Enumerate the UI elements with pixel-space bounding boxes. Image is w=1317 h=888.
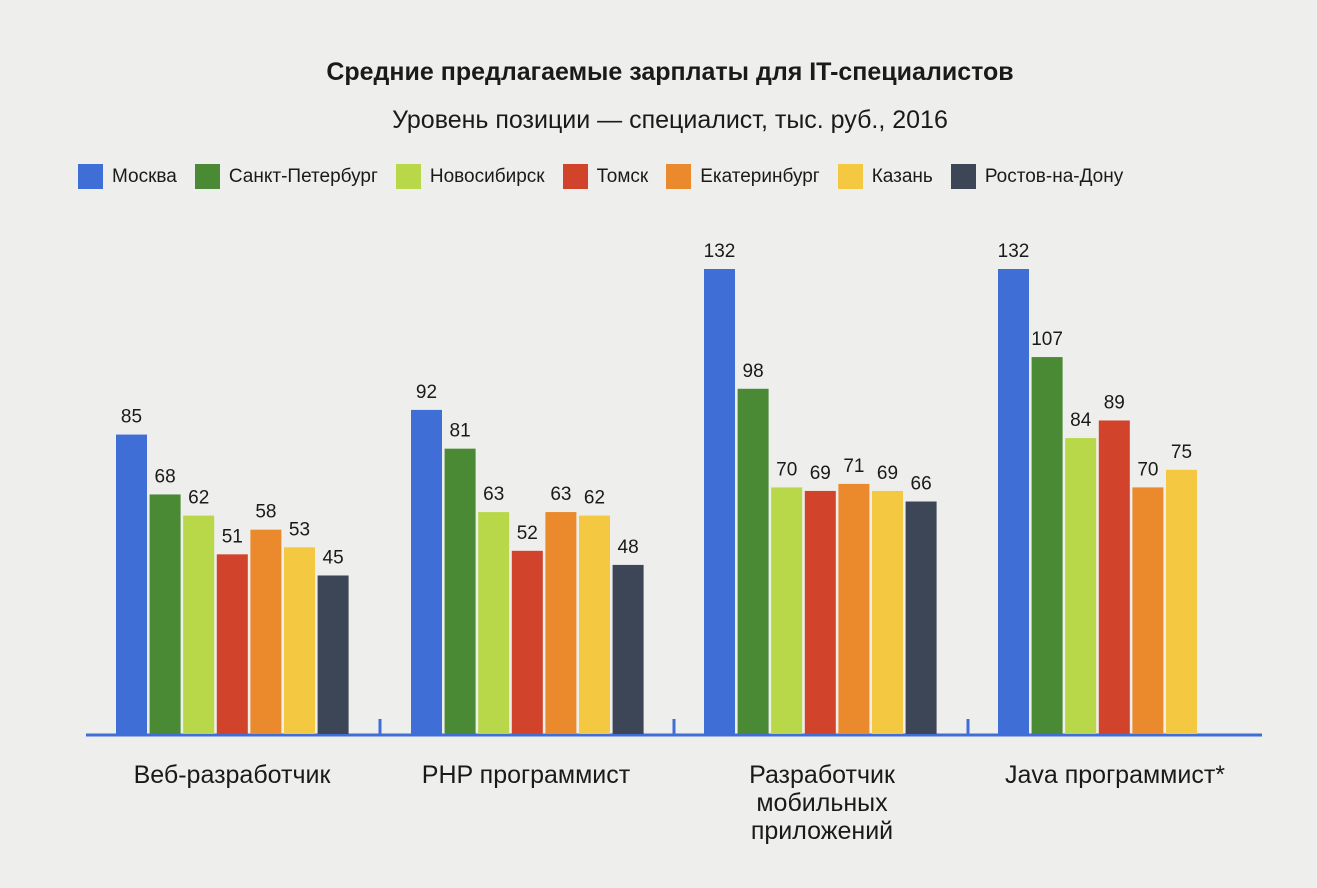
bar-value-label: 62	[188, 488, 209, 509]
bar	[116, 434, 147, 734]
bar-value-label: 70	[776, 459, 797, 480]
chart-title: Средние предлагаемые зарплаты для IT-спе…	[326, 58, 1014, 86]
bar-value-label: 68	[155, 466, 176, 487]
category-label: Разработчик	[749, 761, 896, 789]
bar	[444, 448, 476, 734]
legend-label: Санкт-Петербург	[228, 165, 378, 187]
bar	[872, 490, 903, 734]
bar	[838, 483, 870, 734]
bar-value-label: 107	[1031, 329, 1063, 350]
bar	[1065, 438, 1097, 734]
legend-swatch	[78, 164, 103, 189]
bar-value-label: 132	[998, 241, 1030, 262]
category-label: Java программист*	[1005, 761, 1225, 789]
bar-value-label: 69	[877, 463, 898, 484]
bar-value-label: 58	[255, 502, 276, 523]
legend-label: Москва	[112, 165, 177, 187]
bar	[317, 575, 349, 734]
bar	[284, 547, 315, 734]
bar	[737, 388, 769, 734]
bar-value-label: 52	[517, 523, 538, 544]
bar	[1098, 420, 1130, 734]
bar	[579, 515, 610, 734]
bar	[478, 512, 510, 734]
category-label: Веб-разработчик	[134, 761, 332, 789]
bar	[545, 512, 577, 734]
bar-value-label: 75	[1171, 442, 1192, 463]
legend-item: Москва	[78, 164, 177, 189]
bar	[149, 494, 181, 734]
bar	[216, 554, 248, 734]
bar	[804, 490, 836, 734]
bar-value-label: 98	[743, 361, 764, 382]
legend: Москва Санкт-Петербург Новосибирск Томск Ека…	[78, 164, 1123, 189]
category-label: PHP программист	[422, 761, 631, 789]
category-label: мобильных	[756, 789, 888, 817]
bar	[612, 564, 644, 734]
bar-value-label: 48	[618, 537, 639, 558]
bar-value-label: 45	[323, 547, 344, 568]
legend-item: Томск	[562, 164, 649, 189]
legend-swatch	[837, 164, 863, 189]
bar-value-label: 62	[584, 488, 605, 509]
bar-value-label: 132	[704, 241, 736, 262]
bar-value-label: 51	[222, 526, 243, 547]
bar-value-label: 92	[416, 382, 437, 403]
bar	[511, 550, 543, 734]
bar-value-label: 89	[1104, 392, 1125, 413]
bar	[771, 487, 803, 734]
legend-swatch	[950, 164, 976, 189]
legend-item: Екатеринбург	[666, 164, 820, 189]
legend-item: Санкт-Петербург	[194, 164, 378, 189]
legend-label: Томск	[596, 165, 649, 187]
bar-value-label: 63	[550, 484, 571, 505]
chart-subtitle: Уровень позиции — специалист, тыс. руб.,…	[392, 106, 948, 134]
legend-item: Новосибирск	[395, 164, 545, 189]
legend-label: Ростов-на-Дону	[984, 165, 1124, 187]
legend-label: Екатеринбург	[700, 165, 820, 187]
legend-swatch	[562, 164, 588, 189]
bar	[704, 269, 735, 734]
bar	[250, 529, 282, 734]
bar	[1166, 469, 1197, 734]
category-label: приложений	[751, 817, 893, 845]
legend-item: Казань	[837, 164, 933, 189]
legend-swatch	[666, 164, 692, 189]
bar	[411, 409, 442, 734]
bar-value-label: 71	[843, 456, 864, 477]
bar-value-label: 70	[1137, 459, 1158, 480]
legend-label: Новосибирск	[429, 165, 545, 187]
bar-value-label: 53	[289, 519, 310, 540]
bar	[1031, 357, 1063, 734]
bar	[183, 515, 215, 734]
bar-value-label: 63	[483, 484, 504, 505]
bar-value-label: 66	[911, 474, 932, 495]
bar-value-label: 81	[450, 421, 471, 442]
legend-item: Ростов-на-Дону	[950, 164, 1124, 189]
bar-value-label: 85	[121, 407, 142, 428]
bar	[1132, 487, 1164, 734]
bar-value-label: 84	[1070, 410, 1092, 431]
legend-swatch	[395, 164, 421, 189]
bar	[905, 501, 937, 734]
legend-swatch	[194, 164, 220, 189]
bar-value-label: 69	[810, 463, 831, 484]
legend-label: Казань	[871, 165, 933, 187]
bar	[998, 269, 1029, 734]
